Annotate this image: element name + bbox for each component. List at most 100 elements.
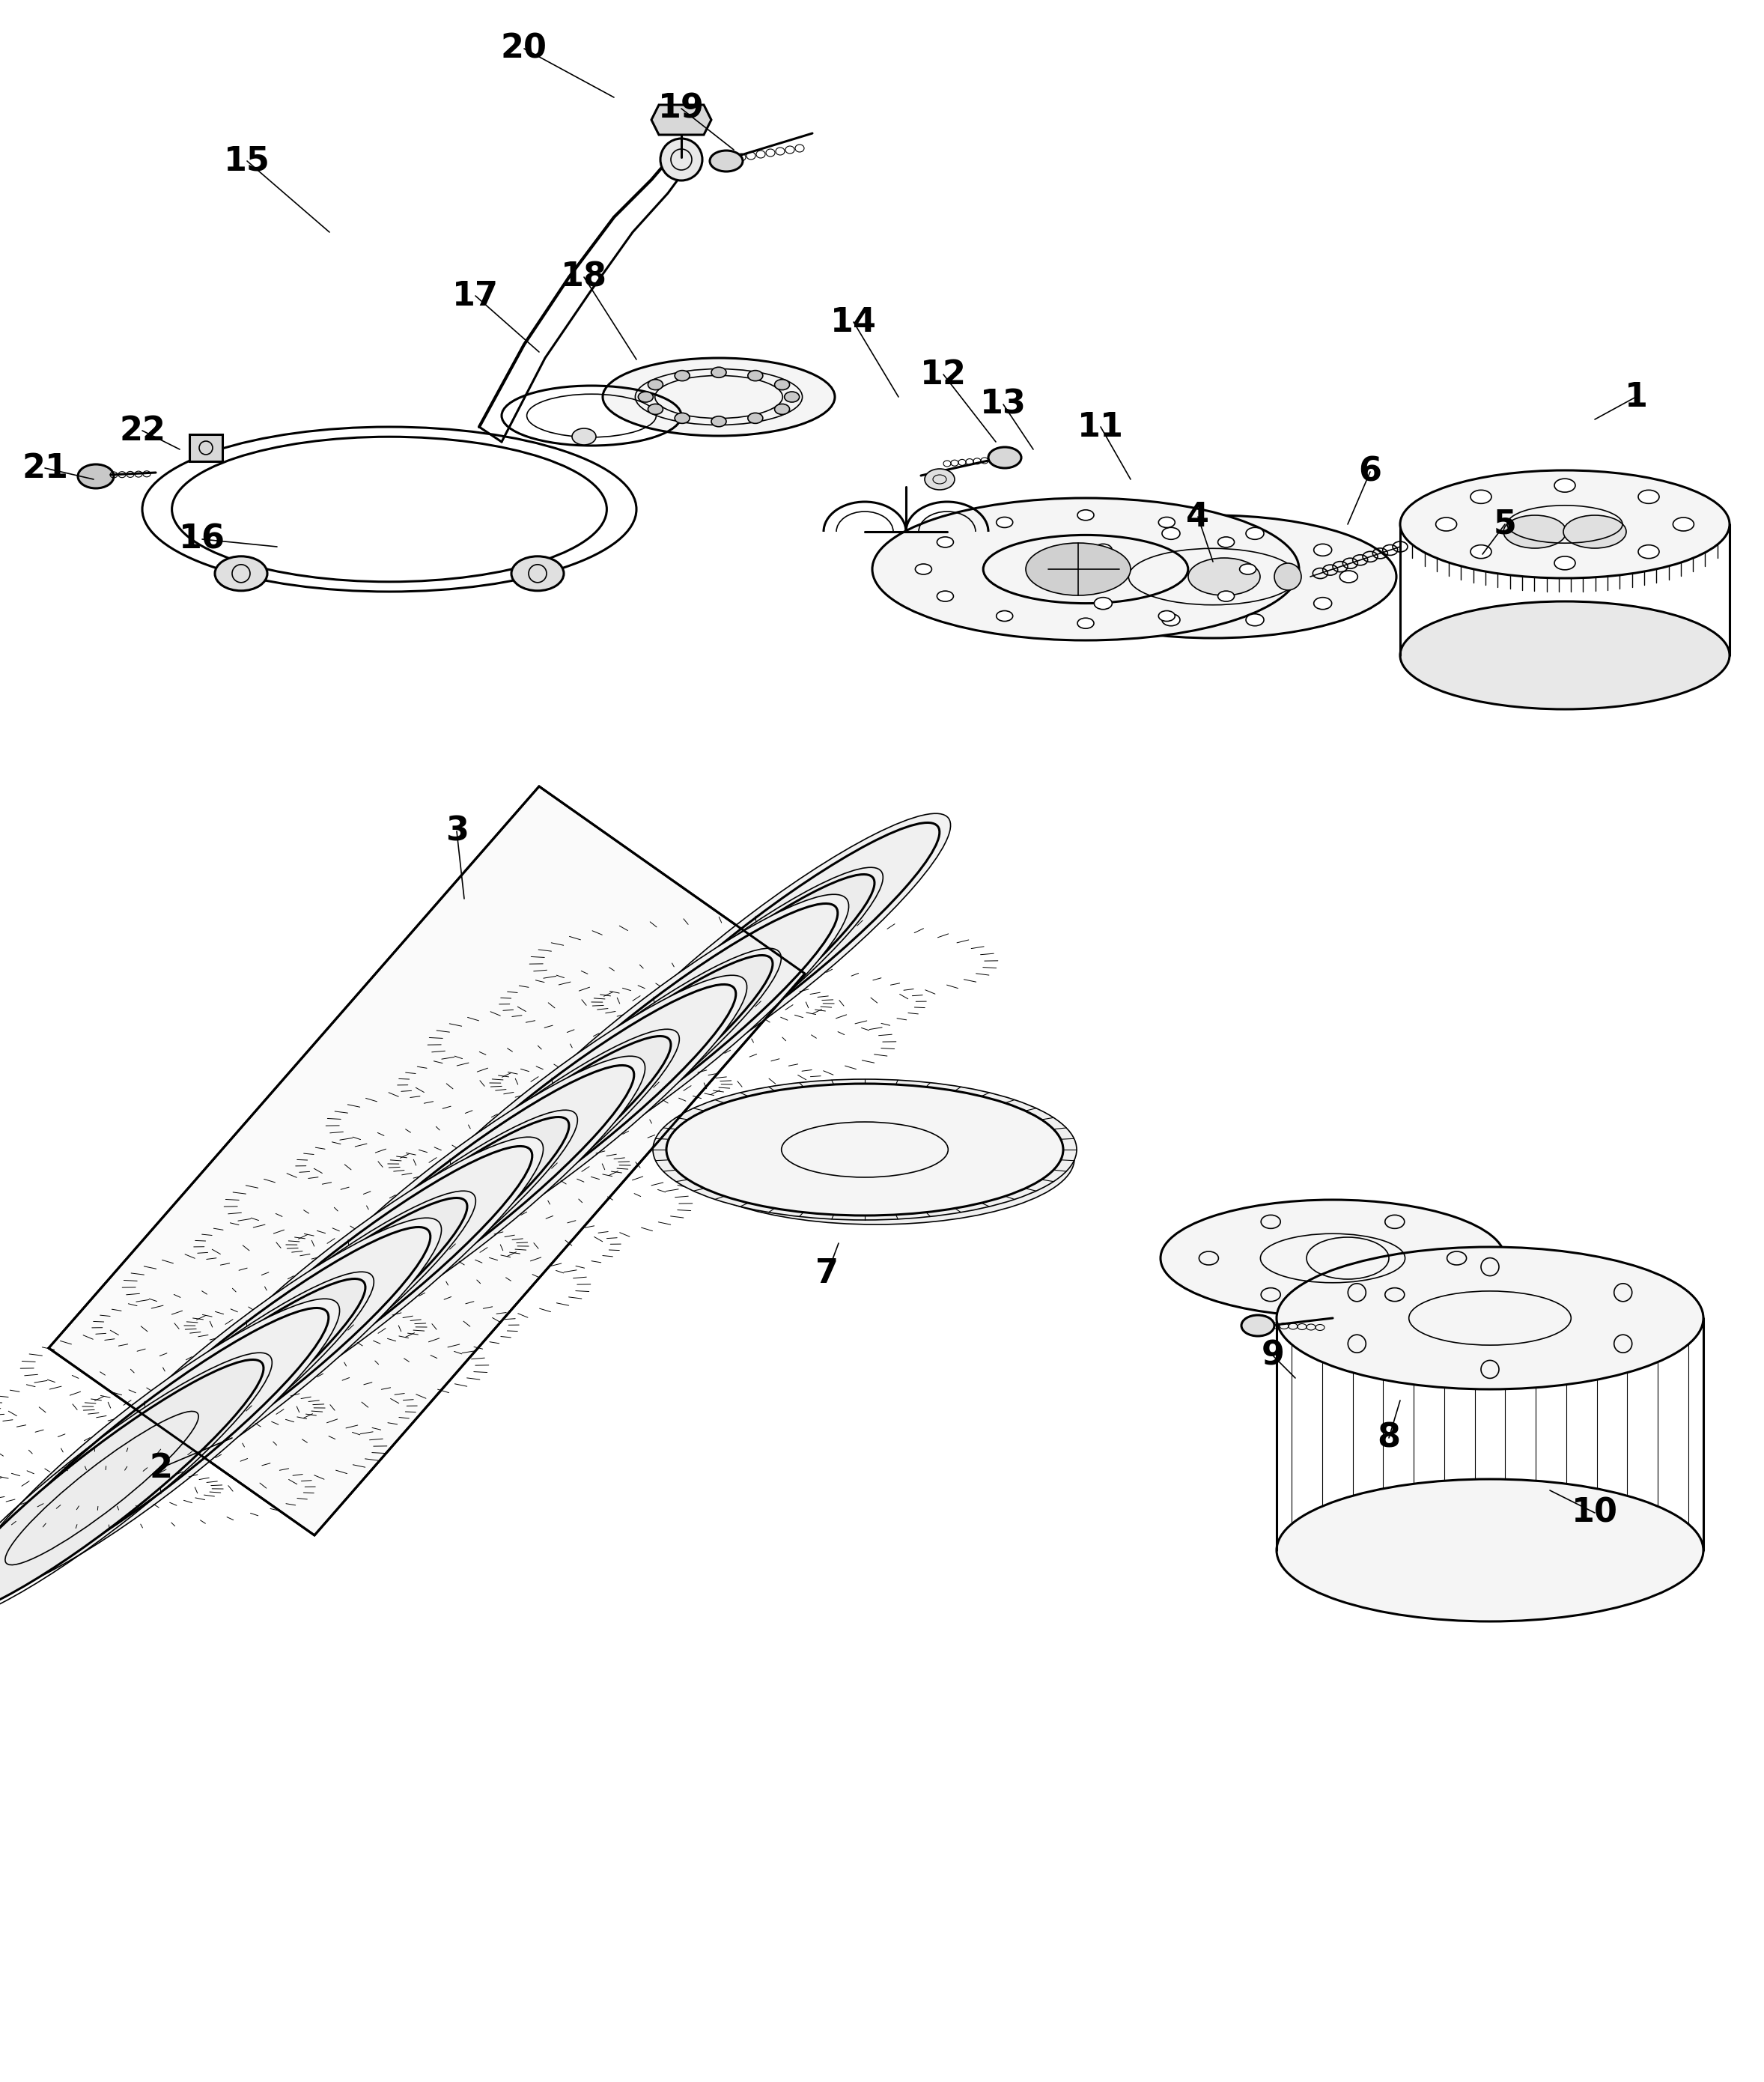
Ellipse shape (245, 1118, 570, 1374)
Ellipse shape (988, 448, 1021, 468)
Ellipse shape (1189, 558, 1259, 595)
Ellipse shape (587, 822, 940, 1101)
Ellipse shape (79, 1226, 430, 1507)
Ellipse shape (1094, 598, 1111, 610)
Ellipse shape (1639, 489, 1660, 504)
Text: 12: 12 (921, 358, 967, 391)
Ellipse shape (1277, 1247, 1704, 1389)
Ellipse shape (577, 814, 951, 1112)
Text: 20: 20 (501, 33, 547, 65)
Ellipse shape (1554, 556, 1575, 570)
Text: 22: 22 (118, 414, 166, 448)
Text: 21: 21 (21, 452, 69, 485)
Ellipse shape (711, 416, 727, 427)
Ellipse shape (450, 956, 773, 1212)
Ellipse shape (169, 1137, 543, 1434)
Text: 10: 10 (1572, 1497, 1618, 1528)
Text: 5: 5 (1494, 508, 1517, 541)
Ellipse shape (603, 358, 834, 435)
Ellipse shape (1025, 543, 1131, 595)
Ellipse shape (1436, 518, 1457, 531)
Ellipse shape (67, 1218, 441, 1516)
Text: 15: 15 (224, 146, 270, 177)
Ellipse shape (475, 895, 848, 1193)
Ellipse shape (774, 379, 790, 389)
Ellipse shape (647, 404, 663, 414)
Ellipse shape (1245, 527, 1263, 539)
Ellipse shape (1240, 564, 1256, 575)
Ellipse shape (0, 1360, 263, 1616)
Text: 1: 1 (1625, 381, 1648, 412)
Text: 8: 8 (1378, 1422, 1401, 1453)
Ellipse shape (272, 1056, 646, 1353)
Ellipse shape (1094, 543, 1111, 556)
Ellipse shape (1162, 527, 1180, 539)
Text: 4: 4 (1187, 500, 1210, 533)
Ellipse shape (572, 429, 596, 446)
Ellipse shape (1339, 570, 1358, 583)
Ellipse shape (1217, 537, 1235, 548)
Ellipse shape (1563, 514, 1626, 548)
Text: 14: 14 (831, 306, 877, 337)
Ellipse shape (774, 404, 790, 414)
Ellipse shape (1069, 570, 1087, 583)
Ellipse shape (1471, 545, 1491, 558)
Ellipse shape (1471, 489, 1491, 504)
Circle shape (660, 139, 702, 181)
Ellipse shape (1159, 610, 1175, 620)
Ellipse shape (937, 537, 954, 548)
Text: 3: 3 (445, 816, 467, 847)
Ellipse shape (1314, 543, 1332, 556)
Ellipse shape (1078, 510, 1094, 520)
Ellipse shape (667, 1085, 1064, 1216)
Ellipse shape (1314, 598, 1332, 610)
Ellipse shape (748, 371, 762, 381)
Ellipse shape (1277, 1478, 1704, 1622)
Ellipse shape (180, 1147, 533, 1426)
Ellipse shape (1245, 614, 1263, 627)
Text: 7: 7 (815, 1258, 840, 1289)
Ellipse shape (282, 1066, 633, 1345)
Ellipse shape (937, 591, 954, 602)
Ellipse shape (550, 874, 875, 1131)
Polygon shape (49, 787, 804, 1534)
Ellipse shape (785, 391, 799, 402)
Ellipse shape (709, 150, 743, 171)
Ellipse shape (512, 556, 564, 591)
Ellipse shape (0, 1307, 328, 1586)
Text: 6: 6 (1358, 456, 1381, 487)
Ellipse shape (1030, 514, 1397, 637)
Ellipse shape (1162, 614, 1180, 627)
Ellipse shape (748, 412, 762, 423)
Ellipse shape (924, 468, 954, 489)
Text: 17: 17 (452, 279, 499, 312)
Ellipse shape (1161, 1199, 1505, 1316)
Ellipse shape (1639, 545, 1660, 558)
Ellipse shape (639, 391, 653, 402)
Ellipse shape (1401, 471, 1729, 579)
Ellipse shape (653, 1078, 1076, 1220)
Ellipse shape (676, 371, 690, 381)
Ellipse shape (1217, 591, 1235, 602)
Text: 18: 18 (561, 260, 607, 294)
Polygon shape (189, 435, 222, 462)
Text: 16: 16 (178, 523, 226, 556)
Ellipse shape (677, 1093, 1074, 1224)
Ellipse shape (1554, 479, 1575, 491)
Ellipse shape (647, 379, 663, 389)
Ellipse shape (145, 1197, 467, 1455)
Ellipse shape (374, 974, 746, 1272)
Ellipse shape (871, 498, 1298, 641)
Ellipse shape (348, 1037, 670, 1293)
Text: 19: 19 (658, 92, 704, 125)
Ellipse shape (1242, 1316, 1274, 1337)
Ellipse shape (215, 556, 268, 591)
Circle shape (1274, 564, 1302, 589)
Ellipse shape (42, 1278, 365, 1537)
Ellipse shape (385, 985, 736, 1264)
Ellipse shape (1159, 516, 1175, 527)
Ellipse shape (78, 464, 115, 489)
Ellipse shape (997, 610, 1013, 620)
Text: 2: 2 (150, 1451, 173, 1484)
Ellipse shape (1503, 514, 1566, 548)
